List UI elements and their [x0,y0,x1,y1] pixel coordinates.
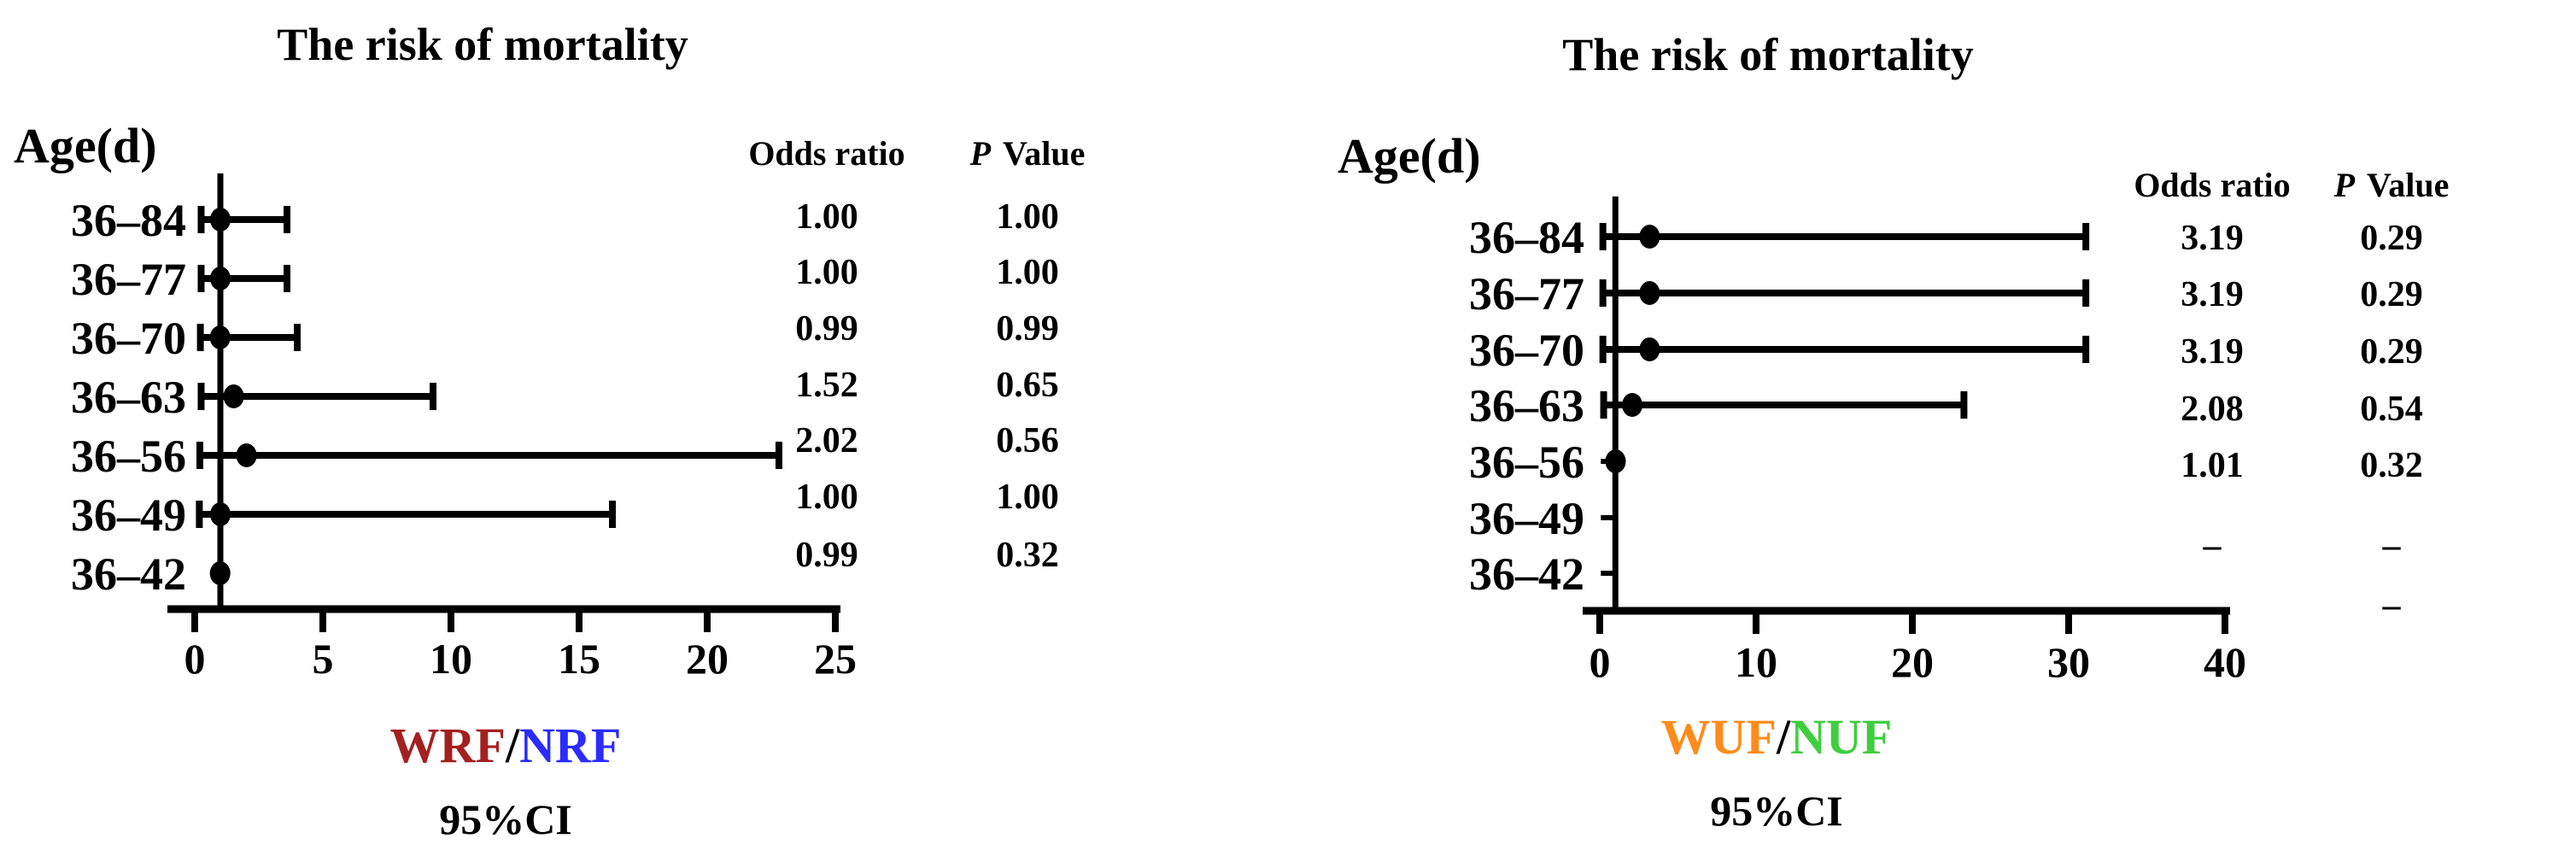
row-label: 36–63 [1469,380,1584,431]
p-value: – [2382,526,2402,566]
p-value-header: P Value [969,134,1086,173]
p-value: 0.56 [996,421,1059,460]
odds-ratio-value: 2.08 [2181,390,2244,429]
age-axis-label: Age(d) [1338,128,1481,184]
x-tick-label: 25 [814,635,857,683]
denominator-group-label: NUF [1790,709,1892,765]
p-value: 0.65 [996,366,1059,405]
odds-ratio-value: 1.52 [795,366,858,405]
p-value: 0.54 [2360,390,2423,429]
p-value-header-rest: Value [2367,166,2449,204]
numerator-group-label: WRF [390,718,506,773]
group-comparison-label: WRF/NRF [390,718,622,773]
odds-ratio-value: 1.01 [2181,446,2244,485]
row-label: 36–56 [1469,437,1584,488]
p-value: 0.99 [996,309,1059,349]
x-tick-label: 0 [184,635,206,683]
odds-ratio-value: – [2203,586,2222,625]
point-marker [209,325,231,349]
row-label: 36–70 [71,313,186,364]
point-marker [209,561,231,585]
p-value: 0.29 [2360,332,2423,372]
odds-ratio-value: 3.19 [2181,219,2244,258]
panel-title: The risk of mortality [277,19,688,70]
row-label: 36–49 [71,490,186,541]
point-marker [223,384,244,408]
p-value: 1.00 [996,197,1059,237]
numerator-group-label: WUF [1661,709,1777,765]
x-tick-label: 40 [2204,638,2246,686]
odds-ratio-value: 0.99 [795,536,858,575]
row-label: 36–42 [1469,548,1584,600]
odds-ratio-header: Odds ratio [748,134,905,173]
slash-separator: / [1776,709,1791,765]
odds-ratio-value: 3.19 [2181,275,2244,314]
row-label: 36–49 [1469,493,1584,544]
p-value-header-p: P [969,134,992,173]
age-axis-label: Age(d) [14,118,157,173]
x-tick-label: 20 [1891,638,1934,686]
row-label: 36–84 [1469,212,1584,263]
p-value: 0.32 [2360,446,2423,485]
plot-area-left: 0 5 10 15 20 25 36–84 1.00 1.00 36–77 1.00 1.00 36–7… [71,173,1059,683]
odds-ratio-value: 0.99 [795,309,858,349]
odds-ratio-value: 1.00 [795,478,858,517]
plot-area-right: 0 10 20 30 40 36–84 3.19 0.29 36–77 3.19 0.29 36–70… [1469,196,2423,686]
x-tick-label: 10 [430,635,472,683]
row-label: 36–84 [71,195,186,246]
odds-ratio-header: Odds ratio [2134,166,2290,204]
group-comparison-label: WUF/NUF [1661,709,1893,765]
denominator-group-label: NRF [519,718,621,773]
odds-ratio-value: 3.19 [2181,332,2244,372]
ci-label: 95%CI [439,795,572,843]
point-marker [1639,281,1660,305]
x-tick-label: 15 [558,635,600,683]
p-value: 1.00 [996,253,1059,292]
row-label: 36–56 [71,431,186,482]
p-value: – [2382,586,2402,625]
point-marker [210,502,231,526]
row-label: 36–63 [71,372,186,423]
point-marker [210,267,231,290]
point-marker [1639,225,1660,249]
ci-label: 95%CI [1710,787,1843,835]
x-tick-label: 0 [1590,638,1611,686]
x-tick-label: 10 [1735,638,1777,686]
x-tick-label: 5 [313,635,334,683]
point-marker [210,208,231,232]
odds-ratio-value: 1.00 [795,253,858,292]
p-value-header-p: P [2333,166,2356,204]
row-label: 36–77 [71,254,186,305]
point-marker [236,443,257,467]
panel-title: The risk of mortality [1562,29,1973,80]
p-value: 0.29 [2360,219,2423,258]
x-tick-label: 20 [686,635,729,683]
p-value-header-rest: Value [1003,134,1085,173]
row-label: 36–77 [1469,268,1584,320]
slash-separator: / [505,718,520,773]
odds-ratio-value: 2.02 [795,421,858,460]
p-value-header: P Value [2333,166,2450,204]
point-marker [1622,393,1643,417]
point-marker [1605,449,1626,473]
p-value: 0.29 [2360,275,2423,314]
p-value: 1.00 [996,478,1059,517]
point-marker [1639,337,1660,361]
row-label: 36–42 [71,548,186,600]
p-value: 0.32 [996,536,1059,575]
odds-ratio-value: – [2203,526,2222,566]
row-label: 36–70 [1469,325,1584,376]
odds-ratio-value: 1.00 [795,197,858,237]
x-tick-label: 30 [2047,638,2090,686]
